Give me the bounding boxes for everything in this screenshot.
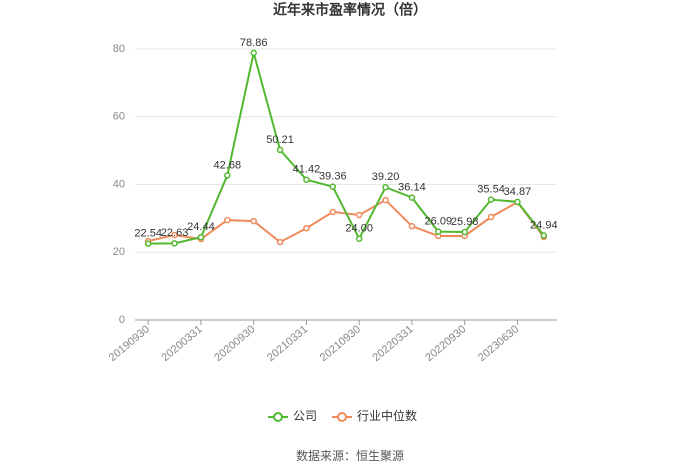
y-tick-label: 60 (113, 111, 125, 123)
data-point (408, 194, 416, 201)
y-tick-label: 0 (119, 314, 125, 326)
data-point (276, 146, 284, 154)
data-label: 41.42 (293, 164, 321, 176)
data-point (171, 240, 178, 247)
data-point (382, 183, 389, 191)
data-label: 24.00 (345, 223, 373, 235)
data-point (408, 222, 416, 230)
data-label: 24.44 (187, 221, 215, 233)
legend-marker (273, 412, 283, 422)
data-point (435, 228, 442, 235)
x-tick-label: 20190930 (107, 323, 152, 364)
legend-label: 行业中位数 (357, 408, 417, 423)
x-tick-label: 20220331 (371, 323, 416, 364)
data-point (329, 208, 337, 216)
data-point (461, 228, 468, 236)
y-tick-label: 40 (113, 178, 125, 190)
legend-label: 公司 (293, 409, 317, 423)
data-point (514, 198, 521, 206)
data-label: 42.68 (214, 159, 242, 171)
series-line (148, 52, 545, 245)
data-label: 39.20 (372, 171, 400, 183)
x-tick-label: 20210930 (318, 323, 363, 364)
data-point (303, 176, 310, 183)
data-point (355, 211, 363, 219)
data-point (329, 183, 337, 190)
data-label: 34.87 (504, 186, 532, 198)
y-tick-label: 20 (113, 246, 125, 258)
data-label: 25.98 (451, 216, 479, 228)
data-point (382, 196, 389, 204)
data-point (171, 231, 178, 239)
data-label: 36.14 (398, 181, 426, 193)
y-tick-label: 80 (113, 43, 125, 55)
data-label: 35.54 (477, 184, 505, 196)
data-label: 78.86 (240, 37, 268, 49)
x-tick-label: 20220930 (423, 323, 468, 364)
data-point (276, 238, 284, 246)
data-label: 50.21 (266, 134, 294, 146)
x-tick-label: 20210331 (265, 323, 310, 364)
data-point (487, 196, 495, 203)
x-tick-label: 20200331 (160, 323, 205, 364)
data-label: 22.63 (161, 227, 189, 239)
x-tick-label: 20200930 (212, 323, 257, 364)
data-label: 39.36 (319, 171, 347, 183)
data-label: 24.94 (530, 219, 558, 231)
data-point (303, 224, 310, 232)
data-point (487, 213, 495, 221)
data-point (197, 233, 205, 241)
data-point (540, 232, 548, 239)
data-point (355, 235, 363, 242)
data-label: 26.09 (425, 216, 453, 228)
data-point (224, 172, 231, 179)
data-point (250, 217, 257, 225)
legend-marker (337, 412, 347, 422)
x-tick-label: 20230630 (476, 323, 521, 364)
data-point (250, 49, 257, 57)
data-point (224, 216, 231, 224)
data-label: 22.54 (134, 228, 162, 240)
data-point (144, 240, 152, 247)
source-note: 数据来源：恒生聚源 (296, 448, 404, 463)
chart-title: 近年来市盈率情况（倍） (273, 2, 427, 18)
